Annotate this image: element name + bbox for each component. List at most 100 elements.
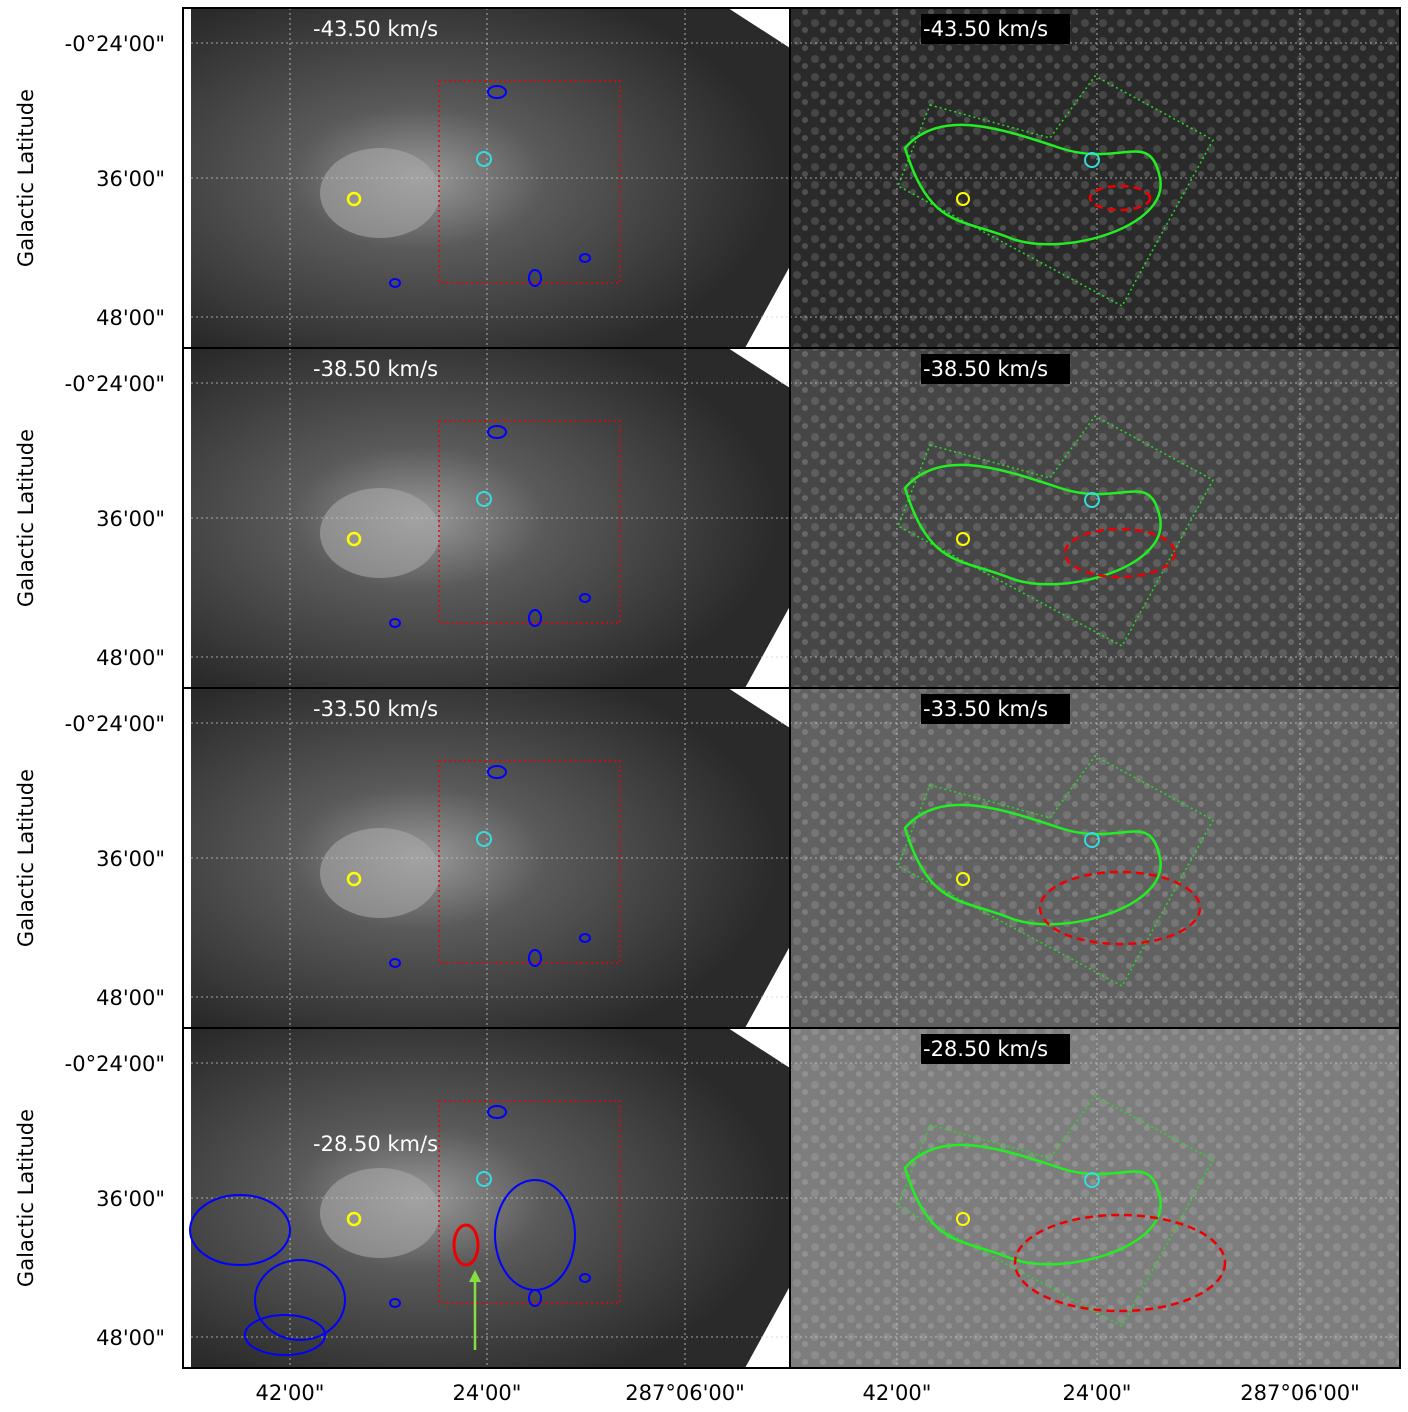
blue-contour [579,593,591,603]
source-marker [346,1211,362,1227]
region-box [438,1100,621,1304]
velocity-label: -38.50 km/s [313,357,438,381]
source-marker [956,532,970,546]
green-contour [903,1143,1162,1266]
y-tick-label: -0°24'00" [65,1052,165,1076]
region-box [438,80,621,284]
region-box [897,755,1215,988]
source-marker [476,151,492,167]
region-box [897,415,1215,648]
y-tick-label: -0°24'00" [65,712,165,736]
blue-contour [389,618,401,628]
y-axis-label: Galactic Latitude [14,769,38,947]
source-marker [476,1171,492,1187]
blue-contour [528,269,542,287]
source-marker [956,192,970,206]
blue-contour [389,958,401,968]
image-edge [728,348,790,388]
optical-image [191,8,790,348]
y-tick-label: -0°24'00" [65,32,165,56]
x-tick-label: 42'00" [256,1381,325,1405]
y-tick-label: 48'00" [96,1326,165,1350]
panel-frame [789,1027,1401,1369]
region-box [897,75,1215,308]
arrow-head [469,1270,481,1282]
velocity-label-bg [921,354,1070,384]
green-contour [903,803,1162,926]
image-edge [728,688,790,728]
y-axis-label: Galactic Latitude [14,89,38,267]
y-tick-label: 36'00" [96,507,165,531]
velocity-label-bg [921,1034,1070,1064]
velocity-label-bg [921,694,1070,724]
blue-contour [189,1194,291,1266]
image-edge [728,8,790,48]
source-marker [346,531,362,547]
source-marker [1084,1172,1100,1188]
image-edge [745,606,790,688]
velocity-label: -28.50 km/s [313,1132,438,1156]
region-box [897,1095,1215,1328]
velocity-label: -33.50 km/s [923,697,1048,721]
green-contour [903,123,1162,246]
red-contour [1038,870,1202,946]
red-contour [1063,527,1177,579]
velocity-label: -38.50 km/s [923,357,1048,381]
red-contour [1013,1213,1227,1313]
y-axis-label: Galactic Latitude [14,429,38,607]
y-tick-label: 36'00" [96,847,165,871]
source-marker [956,872,970,886]
blue-contour [487,1105,507,1119]
blue-contour [254,1259,346,1341]
blue-contour [487,85,507,99]
source-marker [476,831,492,847]
velocity-label: -28.50 km/s [923,1037,1048,1061]
blue-contour [579,253,591,263]
red-contour [1088,184,1152,212]
blue-contour [244,1314,326,1356]
source-marker [956,1212,970,1226]
image-edge [728,1028,790,1068]
y-tick-label: -0°24'00" [65,372,165,396]
image-edge [745,946,790,1028]
blue-contour [487,765,507,779]
velocity-label-bg [921,14,1070,44]
blue-contour [494,1179,576,1291]
y-tick-label: 48'00" [96,306,165,330]
y-tick-label: 48'00" [96,646,165,670]
source-marker [1084,832,1100,848]
optical-image [191,1028,790,1368]
x-tick-label: 24'00" [453,1381,522,1405]
image-edge [745,1286,790,1368]
green-contour [903,463,1162,586]
velocity-label: -43.50 km/s [313,17,438,41]
source-marker [1084,152,1100,168]
blue-contour [487,425,507,439]
blue-contour [579,933,591,943]
region-box [438,420,621,624]
source-marker [1084,492,1100,508]
y-tick-label: 48'00" [96,986,165,1010]
blue-contour [528,949,542,967]
y-tick-label: 36'00" [96,1187,165,1211]
y-axis-label: Galactic Latitude [14,1109,38,1287]
x-tick-label: 42'00" [863,1381,932,1405]
velocity-label: -43.50 km/s [923,17,1048,41]
source-marker [346,191,362,207]
blue-contour [528,609,542,627]
velocity-label: -33.50 km/s [313,697,438,721]
x-tick-label: 287°06'00" [1240,1381,1359,1405]
blue-contour [579,1273,591,1283]
nebula-bright [320,828,440,918]
image-edge [745,266,790,348]
nebula-bright [320,488,440,578]
optical-image [191,688,790,1028]
x-tick-label: 287°06'00" [625,1381,744,1405]
source-marker [476,491,492,507]
red-contour [452,1223,480,1267]
x-tick-label: 24'00" [1063,1381,1132,1405]
nebula-bright [320,1168,440,1258]
optical-image [191,348,790,688]
region-box [438,760,621,964]
